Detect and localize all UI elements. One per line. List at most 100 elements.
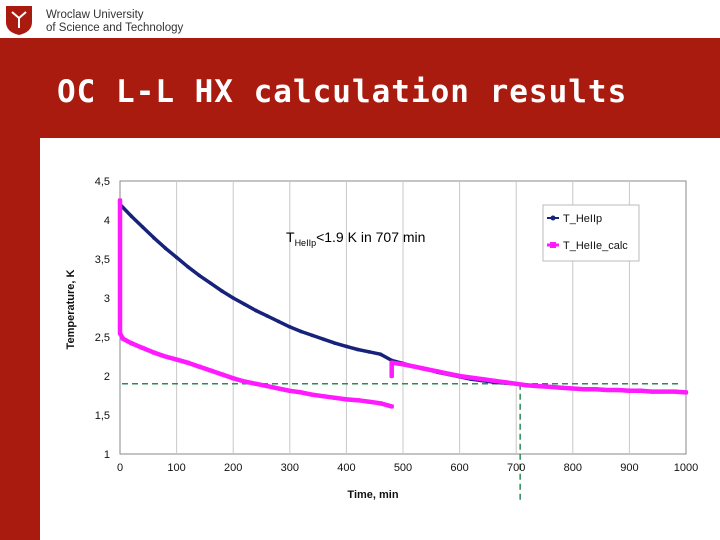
- data-point: [163, 246, 168, 250]
- threshold-lines: [122, 383, 678, 500]
- data-point: [118, 225, 122, 230]
- data-point: [559, 385, 564, 390]
- data-point: [186, 265, 190, 269]
- x-tick-label: 300: [281, 462, 299, 474]
- data-point: [536, 384, 541, 389]
- data-point: [231, 376, 236, 381]
- legend-marker-helle-calc: [550, 242, 556, 248]
- data-point: [638, 388, 643, 393]
- data-point: [378, 352, 383, 356]
- university-name: Wroclaw University of Science and Techno…: [46, 9, 183, 34]
- data-point: [582, 387, 587, 392]
- y-tick-label: 2: [104, 371, 110, 383]
- slide-title: OC L-L HX calculation results: [57, 74, 628, 110]
- data-point: [457, 374, 462, 378]
- data-point: [140, 345, 145, 350]
- legend-box: [542, 204, 640, 262]
- data-point: [389, 404, 394, 409]
- x-tick-label: 500: [394, 462, 412, 474]
- data-point: [118, 319, 122, 324]
- data-point: [208, 281, 213, 285]
- header-bar: Wroclaw University of Science and Techno…: [0, 0, 720, 38]
- data-point: [197, 273, 202, 278]
- y-tick-label: 2,5: [95, 332, 110, 344]
- data-point: [265, 384, 270, 389]
- data-point: [299, 329, 303, 334]
- data-point: [310, 392, 315, 397]
- data-point: [525, 383, 530, 388]
- data-point: [423, 366, 428, 371]
- data-point: [118, 288, 122, 293]
- data-point: [208, 368, 213, 373]
- data-point: [254, 308, 258, 313]
- data-point: [570, 386, 575, 391]
- data-point: [118, 241, 122, 246]
- data-point: [129, 214, 134, 218]
- data-point: [367, 350, 371, 354]
- data-point: [367, 399, 372, 404]
- data-point: [118, 210, 122, 215]
- data-point: [401, 362, 405, 367]
- data-point: [446, 371, 451, 376]
- annotation-subscript: HeIIp: [295, 238, 317, 248]
- data-point: [287, 388, 292, 393]
- data-point: [548, 384, 553, 389]
- data-point: [389, 360, 394, 365]
- data-point: [355, 347, 360, 352]
- y-tick-label: 4: [104, 215, 110, 227]
- data-point: [627, 388, 632, 393]
- y-tick-label: 1: [104, 449, 110, 461]
- data-point: [616, 388, 621, 393]
- series-group: [117, 198, 689, 409]
- legend-label-hellp: T_HeIIp: [563, 213, 602, 225]
- y-tick-label: 1,5: [95, 410, 110, 422]
- university-name-line2: of Science and Technology: [46, 21, 184, 34]
- data-point: [344, 344, 349, 349]
- x-tick-label: 100: [167, 462, 185, 474]
- x-tick-label: 200: [224, 462, 242, 474]
- data-point: [197, 364, 202, 369]
- data-point: [129, 341, 134, 346]
- data-point: [276, 386, 281, 391]
- data-point: [174, 255, 179, 260]
- data-point: [120, 336, 125, 341]
- data-point: [253, 381, 258, 386]
- data-point: [684, 390, 688, 395]
- title-band: [0, 38, 720, 138]
- annotation-rest: <1.9 K in 707 min: [316, 229, 425, 245]
- data-point: [333, 341, 337, 346]
- x-tick-label: 700: [507, 462, 525, 474]
- chart-legend: T_HeIIp T_HeIIe_calc: [542, 204, 640, 262]
- data-point: [310, 333, 315, 338]
- data-point: [118, 303, 122, 308]
- legend-marker-hellp: [550, 215, 556, 221]
- x-tick-labels: 0 100 200 300 400 500 600 700 800 900 1000: [117, 462, 698, 474]
- data-point: [163, 354, 168, 359]
- x-tick-label: 400: [337, 462, 355, 474]
- data-point: [378, 401, 383, 406]
- data-point: [434, 369, 439, 374]
- data-point: [118, 198, 122, 203]
- data-point: [118, 272, 122, 277]
- x-axis-label: Time, min: [347, 489, 398, 501]
- university-name-line1: Wroclaw University: [46, 9, 144, 21]
- data-point: [276, 319, 281, 324]
- x-tick-label: 900: [620, 462, 638, 474]
- data-point: [288, 325, 292, 329]
- x-tick-label: 600: [450, 462, 468, 474]
- legend-label-helle-calc: T_HeIIe_calc: [563, 240, 628, 252]
- data-point: [231, 296, 235, 300]
- data-point: [118, 257, 122, 261]
- data-point: [220, 289, 224, 293]
- threshold-annotation: THeIIp<1.9 K in 707 min: [286, 229, 425, 248]
- data-point: [242, 302, 247, 307]
- data-point: [152, 236, 156, 240]
- data-point: [344, 397, 349, 402]
- data-point: [333, 395, 338, 400]
- data-point: [265, 314, 269, 318]
- data-point: [661, 389, 666, 394]
- data-point: [389, 374, 394, 378]
- data-point: [321, 337, 326, 342]
- data-point: [491, 378, 496, 383]
- y-tick-labels: 1 1,5 2 2,5 3 3,5 4 4,5: [95, 176, 110, 461]
